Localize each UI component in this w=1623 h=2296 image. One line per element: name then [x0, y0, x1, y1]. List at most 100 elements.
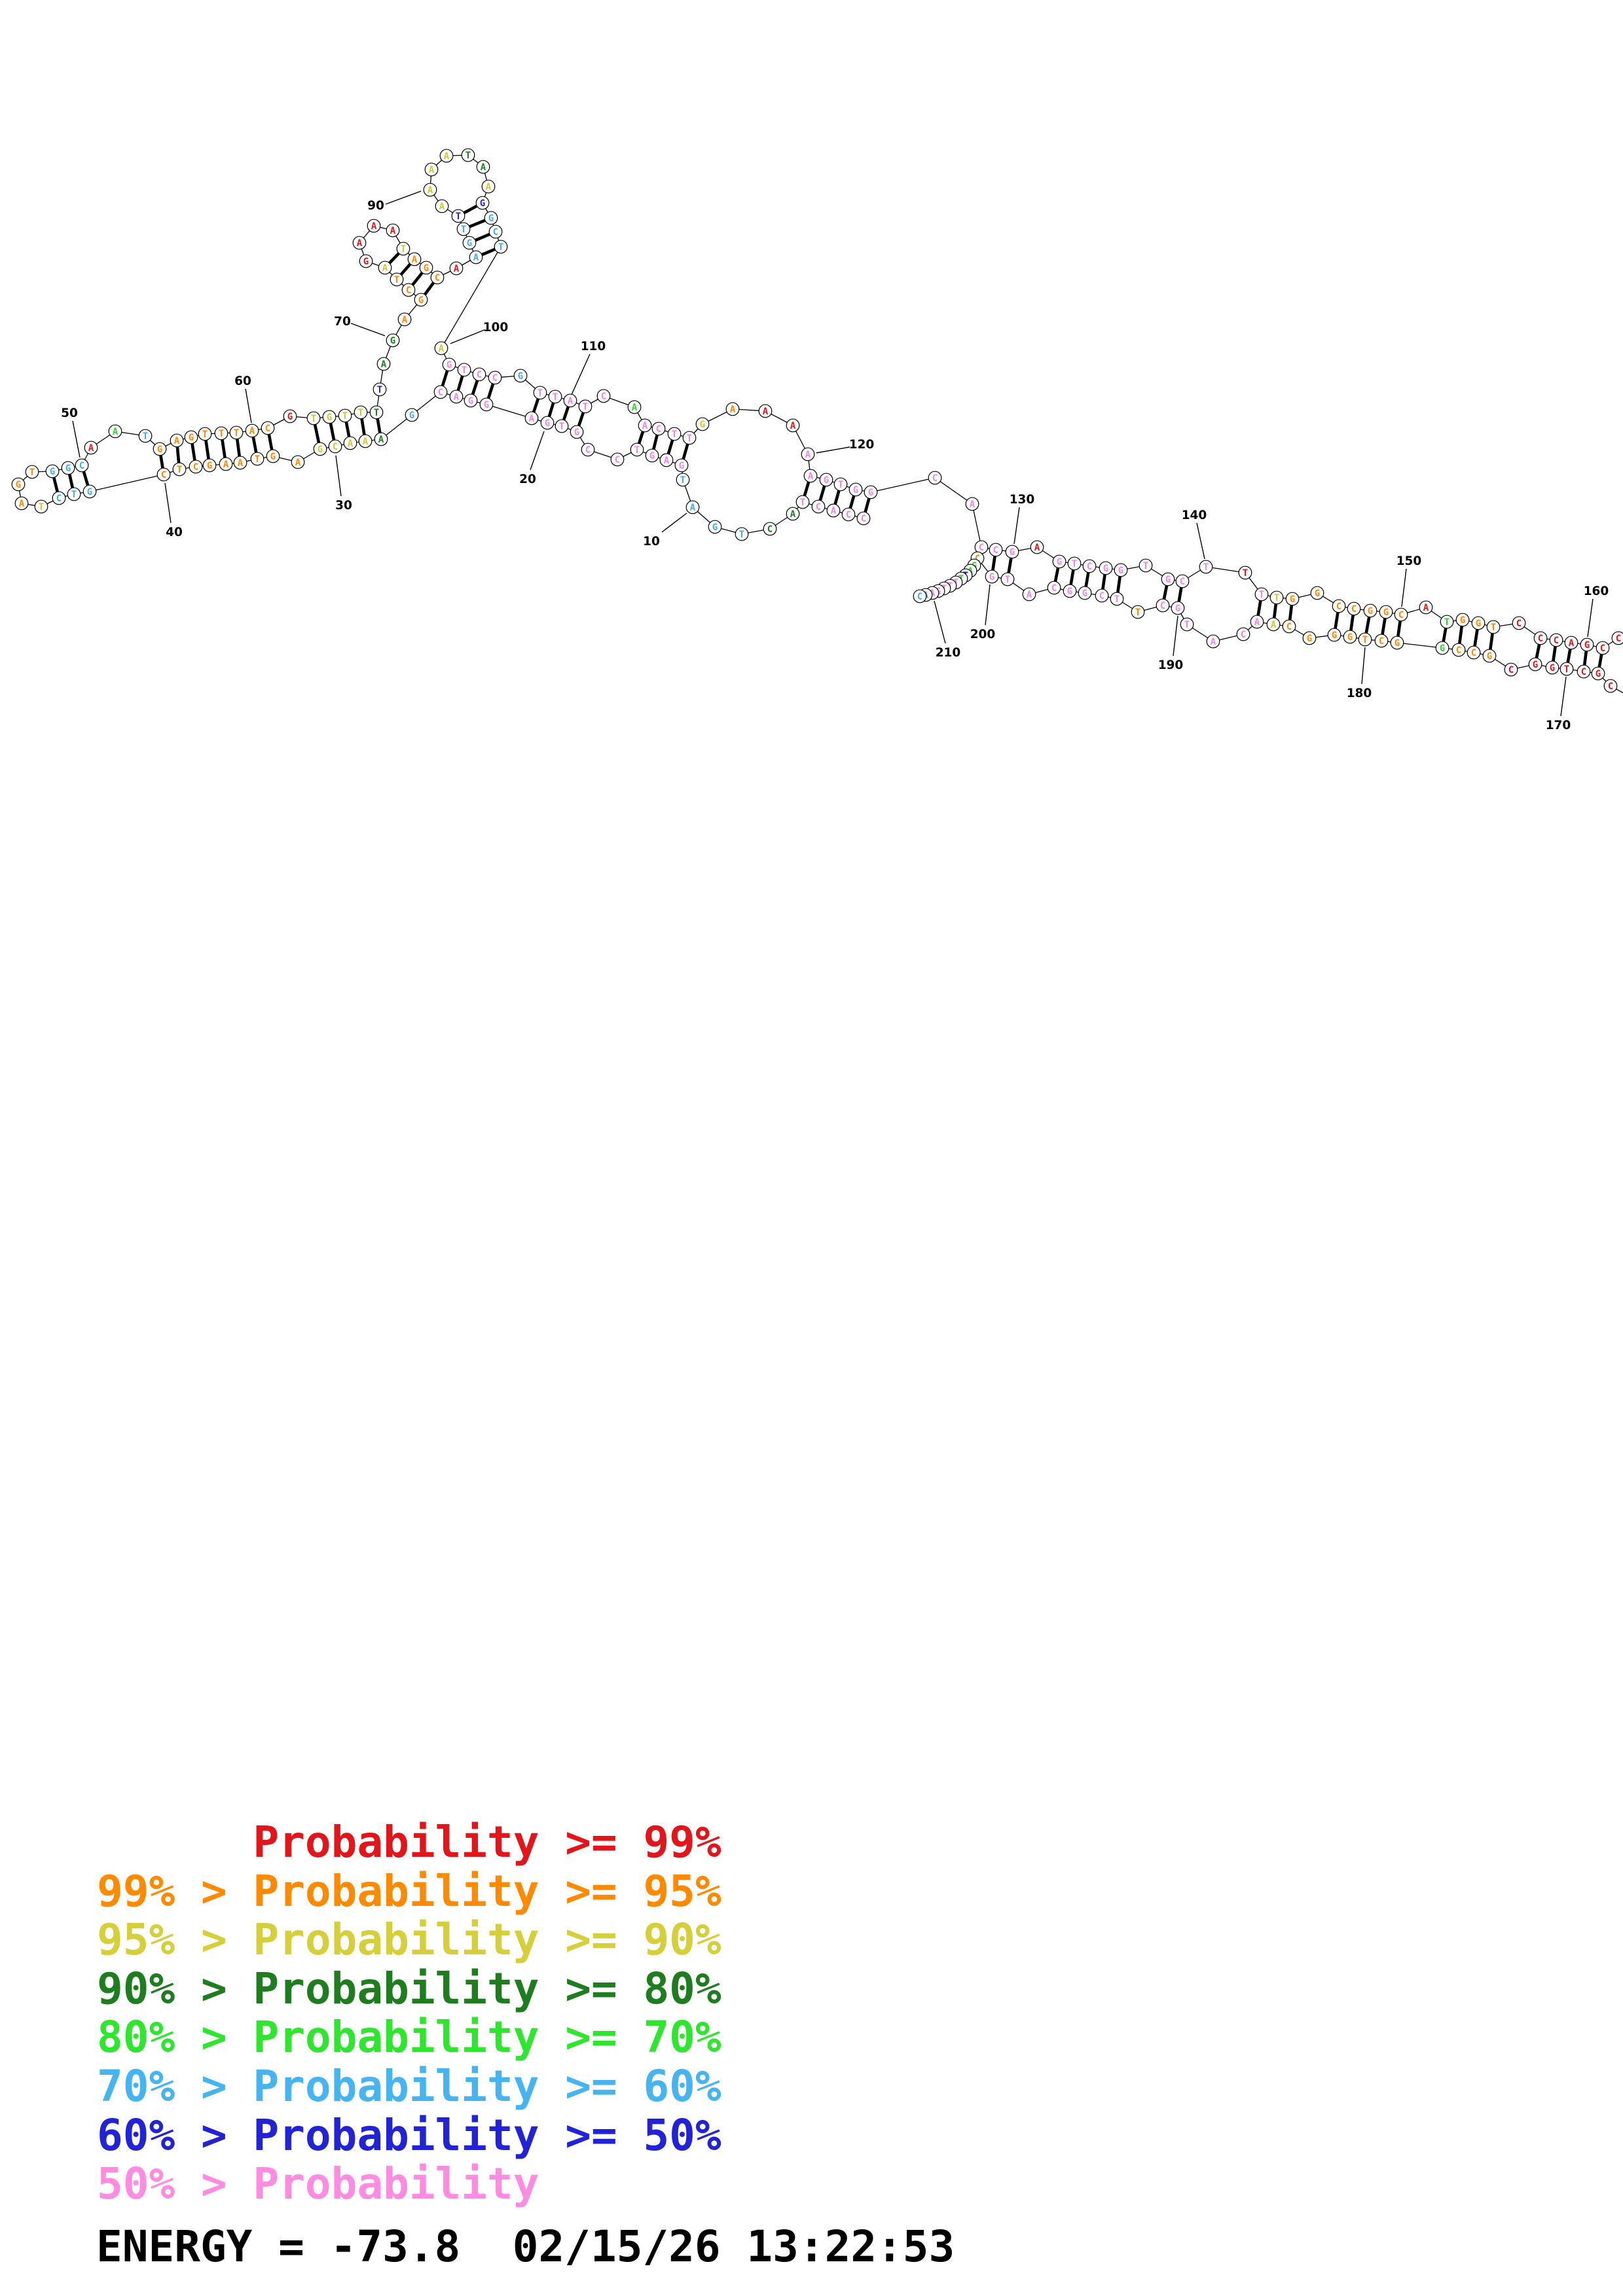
- nucleotide-letter: G: [989, 572, 994, 583]
- base-pair-bonds: [50, 201, 1605, 674]
- nucleotide-circle: [359, 254, 373, 268]
- nucleotide-circle: [1363, 603, 1377, 618]
- nucleotide-circle: [202, 458, 217, 473]
- nucleotide-letter: G: [418, 295, 424, 306]
- nucleotide-circle: [250, 452, 264, 466]
- nucleotide-letter: G: [1550, 663, 1555, 673]
- nucleotide-circle: [423, 183, 437, 197]
- nucleotide-letter: C: [477, 370, 482, 380]
- backbone-segment: [870, 477, 936, 493]
- nucleotide-letter: T: [39, 502, 44, 512]
- position-label: 150: [1396, 554, 1422, 568]
- nucleotide-letter: A: [174, 436, 180, 446]
- nucleotide-letter: A: [805, 450, 811, 460]
- nucleotide-circle: [352, 236, 367, 250]
- nucleotide-circle: [1156, 598, 1170, 613]
- nucleotide-letter: C: [493, 227, 498, 238]
- nucleotide-letter: C: [601, 391, 606, 402]
- nucleotide-circle: [1504, 662, 1518, 677]
- nucleotide-letter: G: [853, 485, 858, 495]
- nucleotide-letter: C: [438, 387, 443, 398]
- nucleotide-letter: C: [1581, 667, 1586, 677]
- nucleotide-circle: [667, 427, 682, 441]
- nucleotide-letter: A: [529, 414, 535, 424]
- nucleotide-circle: [1206, 634, 1220, 649]
- label-leader-line: [1587, 598, 1594, 637]
- nucleotide-circle: [373, 382, 387, 397]
- nucleotide-letter: A: [378, 435, 384, 445]
- nucleotide-circle: [170, 433, 184, 448]
- nucleotide-letter: T: [1114, 594, 1120, 605]
- nucleotide-letter: A: [238, 458, 244, 469]
- nucleotide-letter: C: [615, 455, 620, 465]
- nucleotide-letter: A: [371, 221, 377, 232]
- nucleotide-letter: T: [219, 429, 224, 439]
- position-label: 110: [581, 340, 606, 353]
- nucleotide-letter: C: [1099, 591, 1104, 601]
- nucleotide-circle: [172, 462, 187, 476]
- legend-line: Probability >= 99%: [97, 1817, 721, 1867]
- nucleotide-letter: A: [1034, 543, 1040, 553]
- nucleotide-circle: [374, 432, 388, 446]
- nucleotide-circle: [369, 405, 384, 420]
- nucleotide-letter: G: [700, 420, 705, 430]
- nucleotide-letter: G: [679, 461, 684, 471]
- nucleotide-circle: [1482, 649, 1497, 663]
- nucleotide-letter: T: [1259, 590, 1264, 600]
- nucleotide-letter: C: [435, 273, 440, 283]
- nucleotide-circles: CCACTACTGATGAGTCCGTGAGGACGAAACGAGTAAGCTC…: [11, 148, 1623, 693]
- position-label: 30: [335, 499, 352, 512]
- nucleotide-letter: C: [767, 524, 773, 535]
- label-leader-line: [934, 600, 946, 644]
- nucleotide-letter: C: [917, 592, 922, 602]
- nucleotide-circle: [1549, 633, 1563, 647]
- nucleotide-circle: [725, 402, 740, 416]
- position-label: 130: [1010, 493, 1035, 507]
- position-label: 40: [166, 526, 183, 539]
- nucleotide-circle: [1052, 554, 1067, 569]
- nucleotide-circle: [214, 426, 228, 440]
- nucleotide-circle: [1435, 641, 1450, 655]
- nucleotide-letter: T: [311, 414, 316, 424]
- nucleotide-circle: [555, 419, 569, 433]
- label-leader-line: [816, 446, 850, 454]
- backbone-segment: [1396, 642, 1443, 649]
- nucleotide-circle: [1451, 643, 1466, 657]
- nucleotide-letter: T: [838, 480, 843, 490]
- label-leader-line: [450, 329, 485, 344]
- nucleotide-letter: C: [193, 462, 198, 473]
- nucleotide-letter: T: [394, 275, 399, 285]
- nucleotide-letter: A: [486, 182, 492, 192]
- nucleotide-circle: [61, 461, 75, 475]
- nucleotide-letter: T: [374, 408, 379, 418]
- nucleotide-circle: [685, 500, 700, 514]
- nucleotide-circle: [848, 482, 863, 497]
- nucleotide-circle: [1067, 556, 1082, 571]
- nucleotide-circle: [928, 471, 942, 485]
- label-leader-line: [530, 431, 545, 471]
- nucleotide-circle: [638, 418, 652, 433]
- nucleotide-circle: [45, 464, 60, 478]
- nucleotide-letter: A: [382, 263, 388, 274]
- position-label: 160: [1584, 584, 1609, 598]
- nucleotide-circle: [367, 219, 381, 233]
- nucleotide-letter: G: [1596, 669, 1601, 679]
- nucleotide-circle: [1310, 586, 1324, 600]
- position-label: 180: [1347, 687, 1372, 700]
- nucleotide-circle: [786, 418, 800, 433]
- nucleotide-circle: [184, 430, 198, 444]
- nucleotide-letter: G: [318, 444, 323, 455]
- nucleotide-circle: [390, 272, 404, 287]
- nucleotide-circle: [156, 467, 171, 482]
- nucleotide-circle: [630, 442, 644, 457]
- nucleotide-circle: [596, 389, 611, 403]
- nucleotide-circle: [1580, 637, 1594, 652]
- nucleotide-letter: G: [1103, 564, 1108, 574]
- nucleotide-circle: [1282, 619, 1296, 634]
- nucleotide-circle: [338, 408, 352, 423]
- legend-line: 50% > Probability: [97, 2159, 539, 2210]
- nucleotide-circle: [786, 507, 800, 521]
- nucleotide-letter: G: [1315, 588, 1320, 599]
- nucleotide-circle: [229, 425, 244, 440]
- nucleotide-letter: T: [1143, 561, 1148, 571]
